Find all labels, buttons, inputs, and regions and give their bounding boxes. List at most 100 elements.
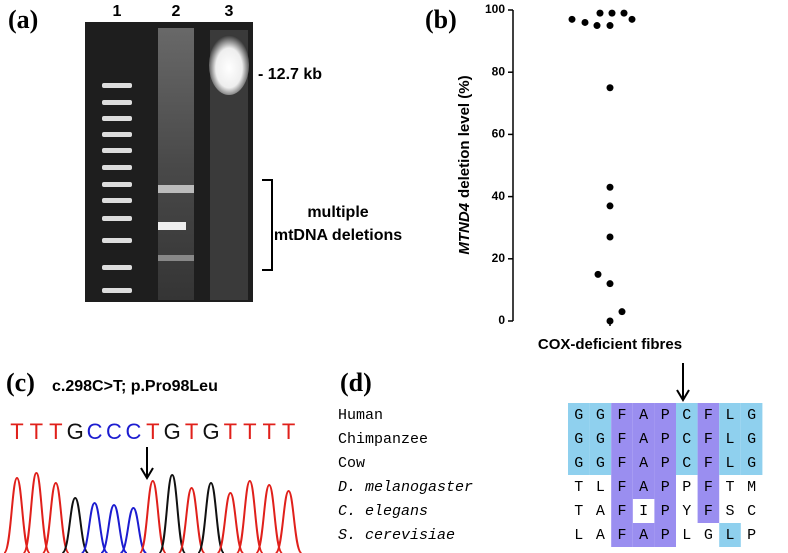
- base: G: [67, 419, 84, 444]
- base: T: [49, 419, 62, 444]
- cell: [740, 451, 763, 475]
- residue: F: [617, 455, 626, 472]
- cell: [697, 475, 720, 499]
- residue: F: [704, 503, 713, 520]
- peak: [80, 501, 109, 553]
- panel-label: (a): [8, 5, 38, 34]
- peak: [197, 481, 225, 553]
- residue: A: [639, 455, 648, 472]
- chart: 0 20 40 60 80 100 COX-deficient fibres MTND4 del…: [456, 2, 682, 353]
- base: G: [164, 419, 181, 444]
- point: [618, 308, 626, 316]
- species: S. cerevisiae: [338, 527, 455, 544]
- point: [606, 317, 614, 325]
- cell: [697, 403, 720, 427]
- residue: P: [661, 503, 670, 520]
- point: [606, 202, 614, 210]
- ladder-band: [102, 132, 132, 137]
- base: T: [224, 419, 237, 444]
- species: C. elegans: [338, 503, 428, 520]
- ladder: [102, 83, 132, 293]
- residue: T: [574, 479, 583, 496]
- cell: [719, 451, 741, 475]
- peak: [274, 489, 303, 553]
- residue: A: [639, 479, 648, 496]
- arrow: [676, 363, 690, 402]
- base: C: [87, 419, 103, 444]
- species: Chimpanzee: [338, 431, 428, 448]
- residue: F: [617, 431, 626, 448]
- residue: L: [574, 527, 583, 544]
- residue: L: [725, 527, 734, 544]
- base: T: [146, 419, 159, 444]
- bracket: [262, 179, 273, 271]
- point: [608, 9, 616, 17]
- peak: [61, 496, 90, 553]
- base: T: [185, 419, 198, 444]
- residue: G: [574, 407, 583, 424]
- ladder-band: [102, 182, 132, 187]
- point: [628, 15, 636, 23]
- y-tick-label: 80: [492, 64, 506, 78]
- band: [158, 185, 194, 193]
- panel-label: (d): [340, 368, 372, 397]
- species: Cow: [338, 455, 365, 472]
- size-marker: - 12.7 kb: [258, 66, 322, 83]
- lane-label: 2: [172, 3, 181, 20]
- residue: F: [617, 479, 626, 496]
- residue: S: [725, 503, 734, 520]
- peak: [216, 491, 245, 553]
- residue: P: [661, 527, 670, 544]
- panel-label: (b): [425, 5, 457, 34]
- cell: [719, 427, 741, 451]
- lane-label: 1: [113, 3, 122, 20]
- ladder-band: [102, 238, 132, 243]
- panel-label: (c): [6, 368, 35, 397]
- residue: L: [725, 431, 734, 448]
- cell: [654, 427, 676, 451]
- band: [158, 255, 194, 261]
- cell: [676, 403, 698, 427]
- band: [158, 222, 186, 230]
- point: [594, 270, 602, 278]
- residue: L: [596, 479, 605, 496]
- residue: G: [596, 431, 605, 448]
- point: [606, 84, 614, 92]
- base: T: [10, 419, 23, 444]
- point: [596, 9, 604, 17]
- ladder-band: [102, 198, 132, 203]
- cell: [740, 403, 763, 427]
- y-tick-label: 0: [498, 313, 505, 327]
- species: D. melanogaster: [338, 479, 473, 496]
- band: [209, 35, 249, 95]
- y-tick-label: 20: [492, 251, 506, 265]
- point: [568, 15, 576, 23]
- base: G: [202, 419, 219, 444]
- peak: [158, 473, 187, 553]
- y-axis-label: MTND4 deletion level (%): [456, 75, 473, 254]
- cell: [589, 451, 612, 475]
- cell: [632, 451, 655, 475]
- residue: P: [661, 479, 670, 496]
- ladder-band: [102, 265, 132, 270]
- residue: A: [596, 527, 605, 544]
- ladder-band: [102, 100, 132, 105]
- residue: P: [661, 455, 670, 472]
- arrow: [140, 447, 154, 480]
- residue: G: [596, 455, 605, 472]
- y-axis-label-text: deletion level (%): [456, 75, 473, 198]
- residue: F: [704, 479, 713, 496]
- cell: [697, 427, 720, 451]
- residue: L: [725, 407, 734, 424]
- residue: G: [747, 455, 756, 472]
- residue: P: [682, 479, 691, 496]
- residue: P: [661, 407, 670, 424]
- cell: [740, 427, 763, 451]
- species: Human: [338, 407, 383, 424]
- residue: I: [639, 503, 648, 520]
- residue: T: [574, 503, 583, 520]
- point: [593, 22, 601, 30]
- residue: P: [747, 527, 756, 544]
